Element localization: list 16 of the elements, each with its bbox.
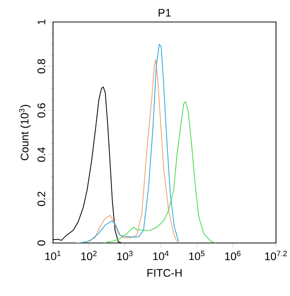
- y-tick-label: 1: [38, 19, 46, 24]
- y-tick-label: 0.2: [37, 192, 46, 206]
- x-tick-label: 10$^{4}$: [153, 250, 169, 260]
- y-tick-label: 0.6: [37, 103, 46, 118]
- x-tick-label: 10$^{3}$: [117, 250, 133, 260]
- x-tick-label: 10$^{1}$: [45, 250, 61, 260]
- x-tick-label: 10$^{7.2}$: [265, 250, 287, 260]
- y-axis-title: Count (10$^{3}$): [19, 104, 31, 160]
- x-tick-label: 10$^{2}$: [81, 250, 97, 260]
- chart-title: P1: [158, 8, 171, 16]
- y-tick-label: 0: [37, 240, 46, 246]
- x-tick-label: 10$^{6}$: [225, 250, 240, 260]
- x-axis-title: FITC-H: [147, 269, 182, 277]
- y-tick-label: 0.4: [37, 147, 46, 162]
- x-tick-label: 10$^{5}$: [189, 250, 205, 260]
- y-tick-label: 0.8: [37, 59, 46, 74]
